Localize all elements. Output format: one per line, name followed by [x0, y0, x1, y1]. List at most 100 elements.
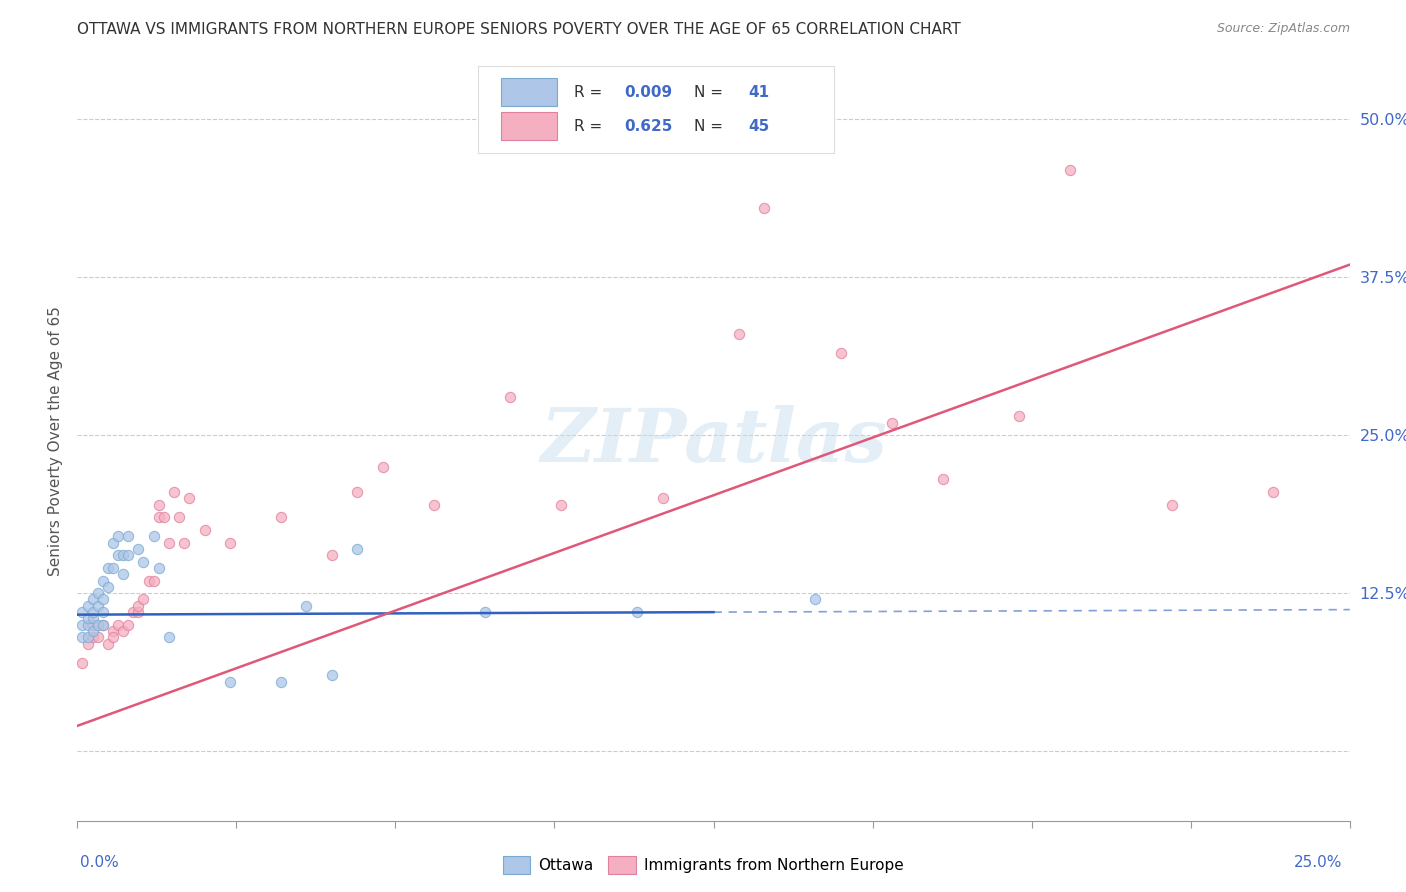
Point — [127, 541, 149, 556]
Point — [295, 599, 318, 613]
Point — [107, 548, 129, 563]
Point — [321, 548, 343, 563]
Point — [132, 592, 155, 607]
Point — [91, 592, 114, 607]
Point — [82, 631, 104, 645]
Point — [97, 637, 120, 651]
Point — [82, 592, 104, 607]
FancyBboxPatch shape — [478, 66, 834, 153]
Point — [91, 617, 114, 632]
Point — [112, 567, 135, 582]
Point — [550, 498, 572, 512]
Point — [321, 668, 343, 682]
Text: 0.0%: 0.0% — [80, 855, 120, 870]
Point — [76, 599, 98, 613]
Text: N =: N = — [695, 119, 728, 134]
Point — [86, 599, 108, 613]
Text: 0.009: 0.009 — [624, 85, 672, 100]
Point — [101, 561, 124, 575]
Text: R =: R = — [574, 85, 607, 100]
Point — [153, 510, 176, 524]
Point — [112, 624, 135, 639]
Text: 41: 41 — [748, 85, 769, 100]
Point — [76, 637, 98, 651]
Point — [101, 631, 124, 645]
Text: 25.0%: 25.0% — [1295, 855, 1343, 870]
Point — [931, 473, 953, 487]
Point — [270, 510, 292, 524]
Point — [86, 586, 108, 600]
Text: ZIPatlas: ZIPatlas — [540, 405, 887, 478]
Point — [138, 574, 160, 588]
Point — [148, 510, 170, 524]
Point — [194, 523, 217, 537]
Y-axis label: Seniors Poverty Over the Age of 65: Seniors Poverty Over the Age of 65 — [48, 307, 63, 576]
Point — [132, 555, 155, 569]
Point — [728, 327, 751, 342]
Point — [371, 459, 394, 474]
Point — [1263, 485, 1285, 500]
Point — [127, 605, 149, 619]
Point — [97, 561, 120, 575]
FancyBboxPatch shape — [501, 78, 557, 105]
Point — [122, 605, 145, 619]
Point — [157, 535, 180, 549]
Point — [127, 599, 149, 613]
Legend: Ottawa, Immigrants from Northern Europe: Ottawa, Immigrants from Northern Europe — [496, 850, 910, 880]
Point — [91, 617, 114, 632]
Point — [107, 529, 129, 543]
Point — [1008, 409, 1031, 424]
Point — [76, 631, 98, 645]
Point — [107, 617, 129, 632]
Point — [148, 561, 170, 575]
Point — [91, 605, 114, 619]
Point — [219, 535, 242, 549]
Point — [91, 574, 114, 588]
Point — [830, 346, 852, 360]
Point — [626, 605, 648, 619]
Text: OTTAWA VS IMMIGRANTS FROM NORTHERN EUROPE SENIORS POVERTY OVER THE AGE OF 65 COR: OTTAWA VS IMMIGRANTS FROM NORTHERN EUROP… — [77, 22, 962, 37]
Point — [163, 485, 186, 500]
Point — [117, 529, 139, 543]
Point — [142, 529, 165, 543]
Point — [72, 617, 94, 632]
Text: 45: 45 — [748, 119, 769, 134]
Point — [651, 491, 673, 506]
Point — [179, 491, 201, 506]
FancyBboxPatch shape — [501, 112, 557, 140]
Point — [76, 617, 98, 632]
Point — [117, 548, 139, 563]
Point — [86, 631, 108, 645]
Point — [173, 535, 195, 549]
Point — [270, 674, 292, 689]
Point — [1059, 162, 1081, 177]
Point — [117, 617, 139, 632]
Point — [346, 541, 368, 556]
Point — [112, 548, 135, 563]
Point — [157, 631, 180, 645]
Point — [148, 498, 170, 512]
Text: 0.625: 0.625 — [624, 119, 673, 134]
Point — [346, 485, 368, 500]
Point — [97, 580, 120, 594]
Point — [101, 624, 124, 639]
Point — [76, 611, 98, 625]
Point — [167, 510, 190, 524]
Point — [72, 656, 94, 670]
Point — [82, 617, 104, 632]
Point — [499, 390, 522, 404]
Point — [474, 605, 496, 619]
Point — [72, 605, 94, 619]
Point — [82, 611, 104, 625]
Point — [804, 592, 827, 607]
Text: N =: N = — [695, 85, 728, 100]
Point — [880, 416, 903, 430]
Point — [72, 631, 94, 645]
Point — [142, 574, 165, 588]
Point — [1160, 498, 1182, 512]
Text: R =: R = — [574, 119, 607, 134]
Point — [82, 624, 104, 639]
Point — [86, 617, 108, 632]
Point — [101, 535, 124, 549]
Text: Source: ZipAtlas.com: Source: ZipAtlas.com — [1216, 22, 1350, 36]
